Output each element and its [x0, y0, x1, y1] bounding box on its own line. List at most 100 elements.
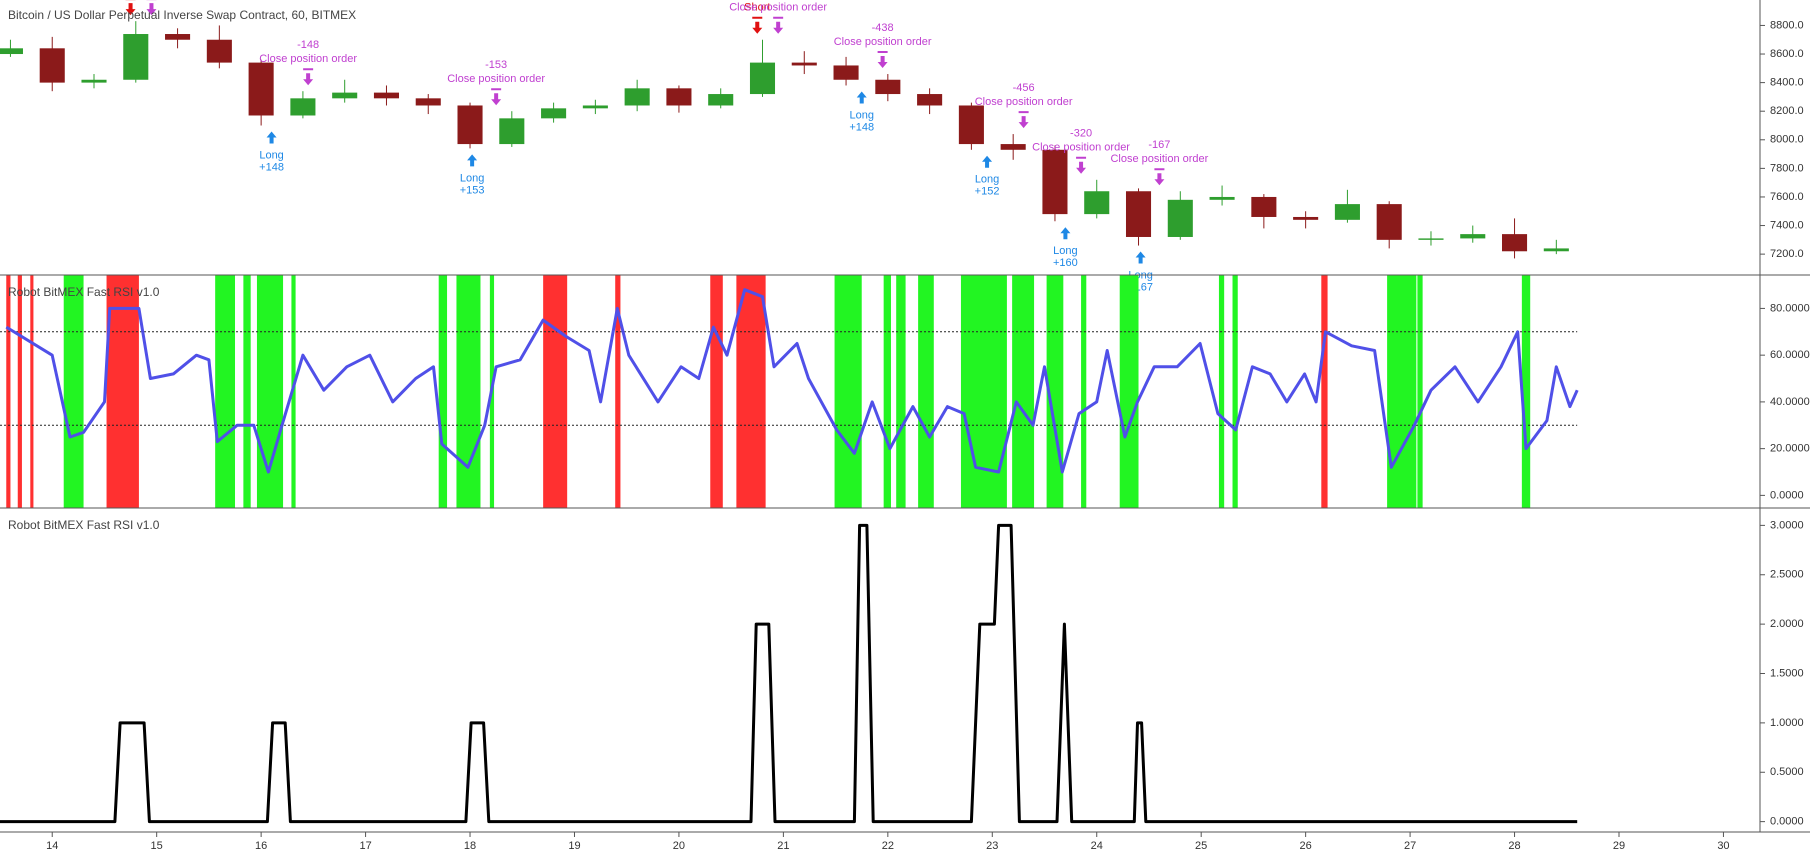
candle-body — [1293, 216, 1319, 220]
shaded-region — [1321, 275, 1328, 508]
candle-body — [917, 94, 943, 106]
signal-arrow — [146, 0, 157, 16]
candle-body — [624, 88, 650, 106]
candle-body — [39, 48, 65, 83]
panel-title: Robot BitMEX Fast RSI v1.0 — [8, 285, 160, 299]
shaded-region — [834, 275, 862, 508]
signal-label: Long — [849, 109, 873, 121]
candle-body — [833, 65, 859, 80]
signal-arrow — [856, 91, 867, 104]
shaded-region — [1232, 275, 1238, 508]
y-tick-label: 7200.0 — [1770, 248, 1804, 260]
y-tick-label: 7600.0 — [1770, 191, 1804, 203]
shaded-region — [1387, 275, 1417, 508]
candle-body — [1376, 204, 1402, 240]
signal-amount: -320 — [1070, 128, 1092, 140]
candle-body — [1000, 144, 1026, 150]
signal-amount: -148 — [297, 39, 319, 51]
x-tick-label: 22 — [882, 840, 894, 852]
signal-label: Close position order — [975, 96, 1073, 108]
y-tick-label: 8000.0 — [1770, 134, 1804, 146]
signal-arrow — [1060, 227, 1071, 240]
shaded-region — [106, 275, 139, 508]
candle-body — [666, 88, 692, 106]
shaded-region — [960, 275, 1007, 508]
x-tick-label: 25 — [1195, 840, 1207, 852]
candle-body — [582, 105, 608, 109]
x-tick-label: 17 — [359, 840, 371, 852]
candle-body — [373, 92, 400, 99]
candle-body — [1167, 199, 1193, 237]
signal-arrow — [982, 155, 993, 168]
shaded-region — [1417, 275, 1423, 508]
signal-label: Close position order — [1110, 153, 1208, 165]
candle-body — [499, 118, 525, 145]
y-tick-label: 7400.0 — [1770, 219, 1804, 231]
x-tick-label: 24 — [1091, 840, 1103, 852]
x-tick-label: 21 — [777, 840, 789, 852]
candle-body — [708, 94, 734, 106]
shaded-region — [1012, 275, 1035, 508]
x-tick-label: 28 — [1508, 840, 1520, 852]
candle-body — [1502, 234, 1528, 252]
signal-amount: +148 — [259, 161, 284, 173]
shaded-region — [543, 275, 568, 508]
y-tick-label: 8200.0 — [1770, 105, 1804, 117]
shaded-region — [256, 275, 284, 508]
shaded-region — [1218, 275, 1225, 508]
shaded-region — [6, 275, 11, 508]
signal-arrow — [1018, 111, 1029, 129]
candle-body — [1543, 248, 1569, 252]
signal-arrow — [877, 51, 888, 69]
signal-arrow — [125, 0, 136, 16]
shaded-region — [1119, 275, 1139, 508]
signal-label: Close position order — [447, 73, 545, 85]
shaded-region — [1081, 275, 1087, 508]
signal-amount: +160 — [1053, 257, 1078, 269]
signal-arrow — [1135, 251, 1146, 264]
y-tick-label: 2.0000 — [1770, 618, 1804, 630]
y-tick-label: 2.5000 — [1770, 569, 1804, 581]
shaded-region — [456, 275, 481, 508]
signal-label: Close position order — [834, 36, 932, 48]
y-tick-label: 0.5000 — [1770, 766, 1804, 778]
shaded-region — [215, 275, 236, 508]
panel-title: Robot BitMEX Fast RSI v1.0 — [8, 518, 160, 532]
signal-label: Long — [460, 172, 484, 184]
signal-label: Long — [975, 174, 999, 186]
x-tick-label: 26 — [1300, 840, 1312, 852]
x-tick-label: 29 — [1613, 840, 1625, 852]
y-tick-label: 7800.0 — [1770, 162, 1804, 174]
signal-arrow — [1076, 156, 1087, 174]
chart-title: Bitcoin / US Dollar Perpetual Inverse Sw… — [8, 8, 356, 22]
x-tick-label: 15 — [151, 840, 163, 852]
y-tick-label: 8800.0 — [1770, 19, 1804, 31]
signal-label: Close position order — [729, 2, 827, 14]
x-tick-label: 30 — [1717, 840, 1729, 852]
signal-arrow — [266, 131, 277, 144]
signal-label: Close position order — [259, 53, 357, 65]
candle-body — [415, 98, 441, 106]
candle-body — [791, 62, 817, 66]
candle-body — [1334, 204, 1360, 220]
candle-body — [749, 62, 776, 95]
data-line — [0, 523, 1578, 824]
shaded-region — [736, 275, 766, 508]
shaded-region — [63, 275, 84, 508]
y-tick-label: 1.0000 — [1770, 717, 1804, 729]
y-tick-label: 1.5000 — [1770, 667, 1804, 679]
signal-amount: -456 — [1013, 82, 1035, 94]
shaded-region — [438, 275, 448, 508]
x-tick-label: 20 — [673, 840, 685, 852]
shaded-region — [1521, 275, 1531, 508]
candle-body — [332, 92, 358, 99]
signal-arrow — [303, 68, 314, 86]
y-tick-label: 0.0000 — [1770, 816, 1804, 828]
candle-body — [206, 39, 232, 63]
candle-body — [1084, 191, 1110, 215]
candle-body — [541, 108, 567, 119]
signal-arrow — [773, 16, 784, 34]
signal-amount: -438 — [872, 22, 894, 34]
y-tick-label: 3.0000 — [1770, 519, 1804, 531]
